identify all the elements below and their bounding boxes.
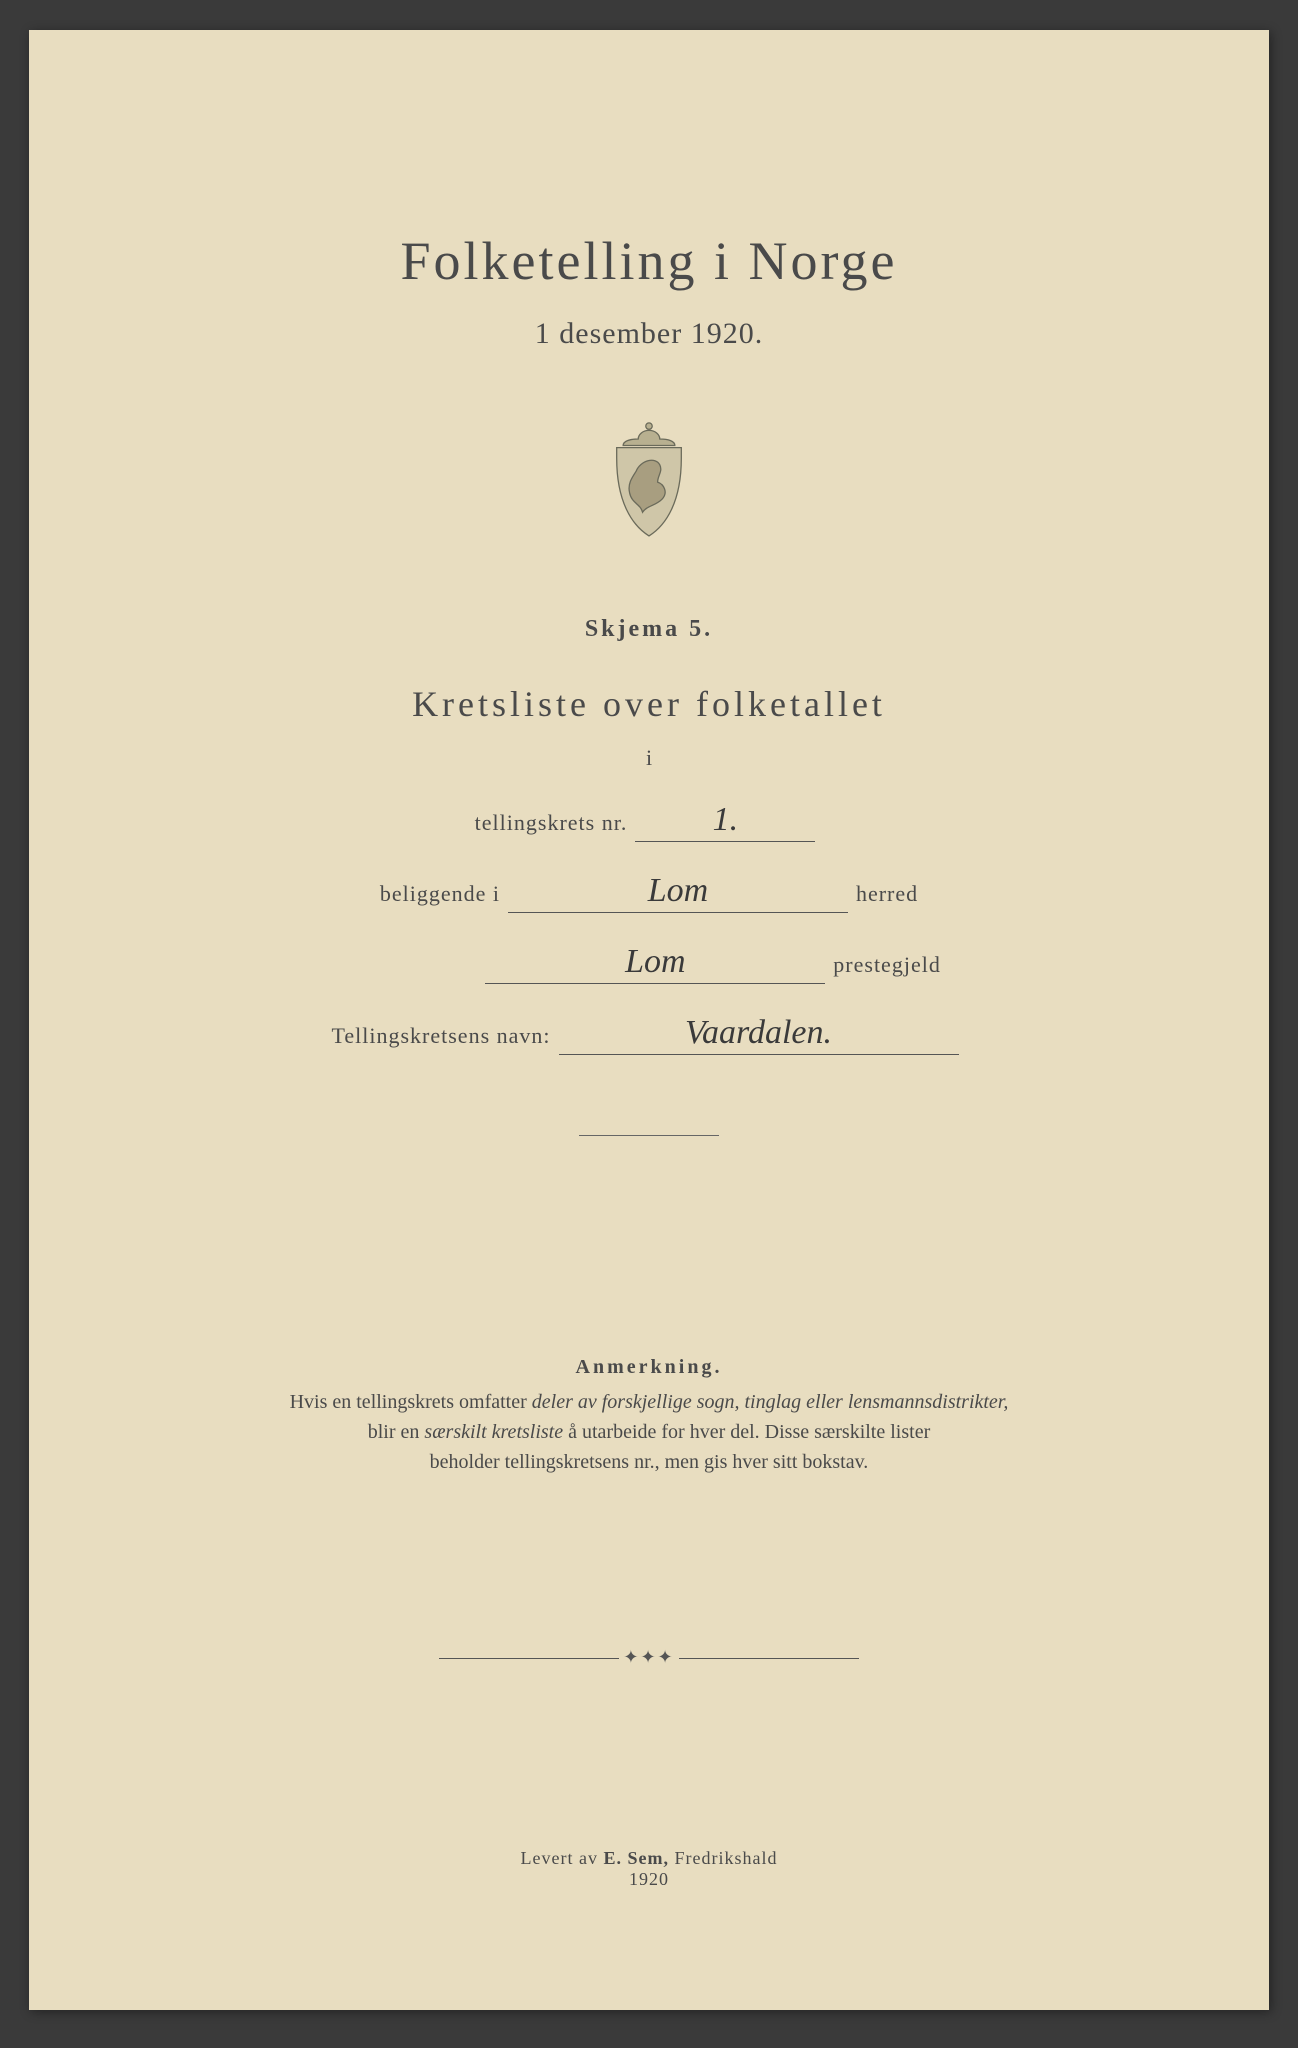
field-navn: Tellingskretsens navn: Vaardalen.: [129, 1014, 1169, 1055]
field3-value: Lom: [485, 943, 825, 984]
document-page: Folketelling i Norge 1 desember 1920. Sk…: [29, 30, 1269, 2010]
footer-b: E. Sem,: [603, 1848, 669, 1868]
date-subtitle: 1 desember 1920.: [129, 317, 1169, 351]
note-1b: deler av forskjellige sogn, tinglag elle…: [532, 1391, 1009, 1413]
form-heading: Kretsliste over folketallet: [129, 683, 1169, 725]
footer-c: Fredrikshald: [669, 1848, 777, 1868]
footer-a: Levert av: [521, 1848, 604, 1868]
coat-of-arms-icon: [129, 411, 1169, 556]
field-prestegjeld: beliggende i Lom prestegjeld: [129, 943, 1169, 984]
note-2b: særskilt kretsliste: [424, 1421, 563, 1443]
field2-value: Lom: [508, 872, 848, 913]
note-1a: Hvis en tellingskrets omfatter: [290, 1391, 532, 1413]
form-number: Skjema 5.: [129, 616, 1169, 643]
field1-label: tellingskrets nr.: [475, 810, 628, 836]
note-2c: å utarbeide for hver del. Disse særskilt…: [563, 1421, 930, 1443]
form-fields: tellingskrets nr. 1. beliggende i Lom he…: [129, 801, 1169, 1055]
field-herred: beliggende i Lom herred: [129, 872, 1169, 913]
note-3: beholder tellingskretsens nr., men gis h…: [430, 1451, 869, 1473]
field1-value: 1.: [635, 801, 815, 842]
field4-value: Vaardalen.: [559, 1014, 959, 1055]
note-2a: blir en: [368, 1421, 425, 1443]
field4-label: Tellingskretsens navn:: [331, 1023, 550, 1049]
field3-suffix: prestegjeld: [833, 952, 941, 978]
field2-prefix: beliggende i: [380, 881, 500, 907]
note-body: Hvis en tellingskrets omfatter deler av …: [129, 1387, 1169, 1477]
main-title: Folketelling i Norge: [129, 230, 1169, 292]
ornament-divider: ✦✦✦: [129, 1647, 1169, 1668]
divider: [579, 1135, 719, 1136]
field2-suffix: herred: [856, 881, 918, 907]
footer: Levert av E. Sem, Fredrikshald 1920: [129, 1848, 1169, 1890]
field-tellingskrets: tellingskrets nr. 1.: [129, 801, 1169, 842]
footer-year: 1920: [629, 1869, 669, 1889]
i-connector: i: [129, 745, 1169, 771]
note-title: Anmerkning.: [129, 1356, 1169, 1379]
